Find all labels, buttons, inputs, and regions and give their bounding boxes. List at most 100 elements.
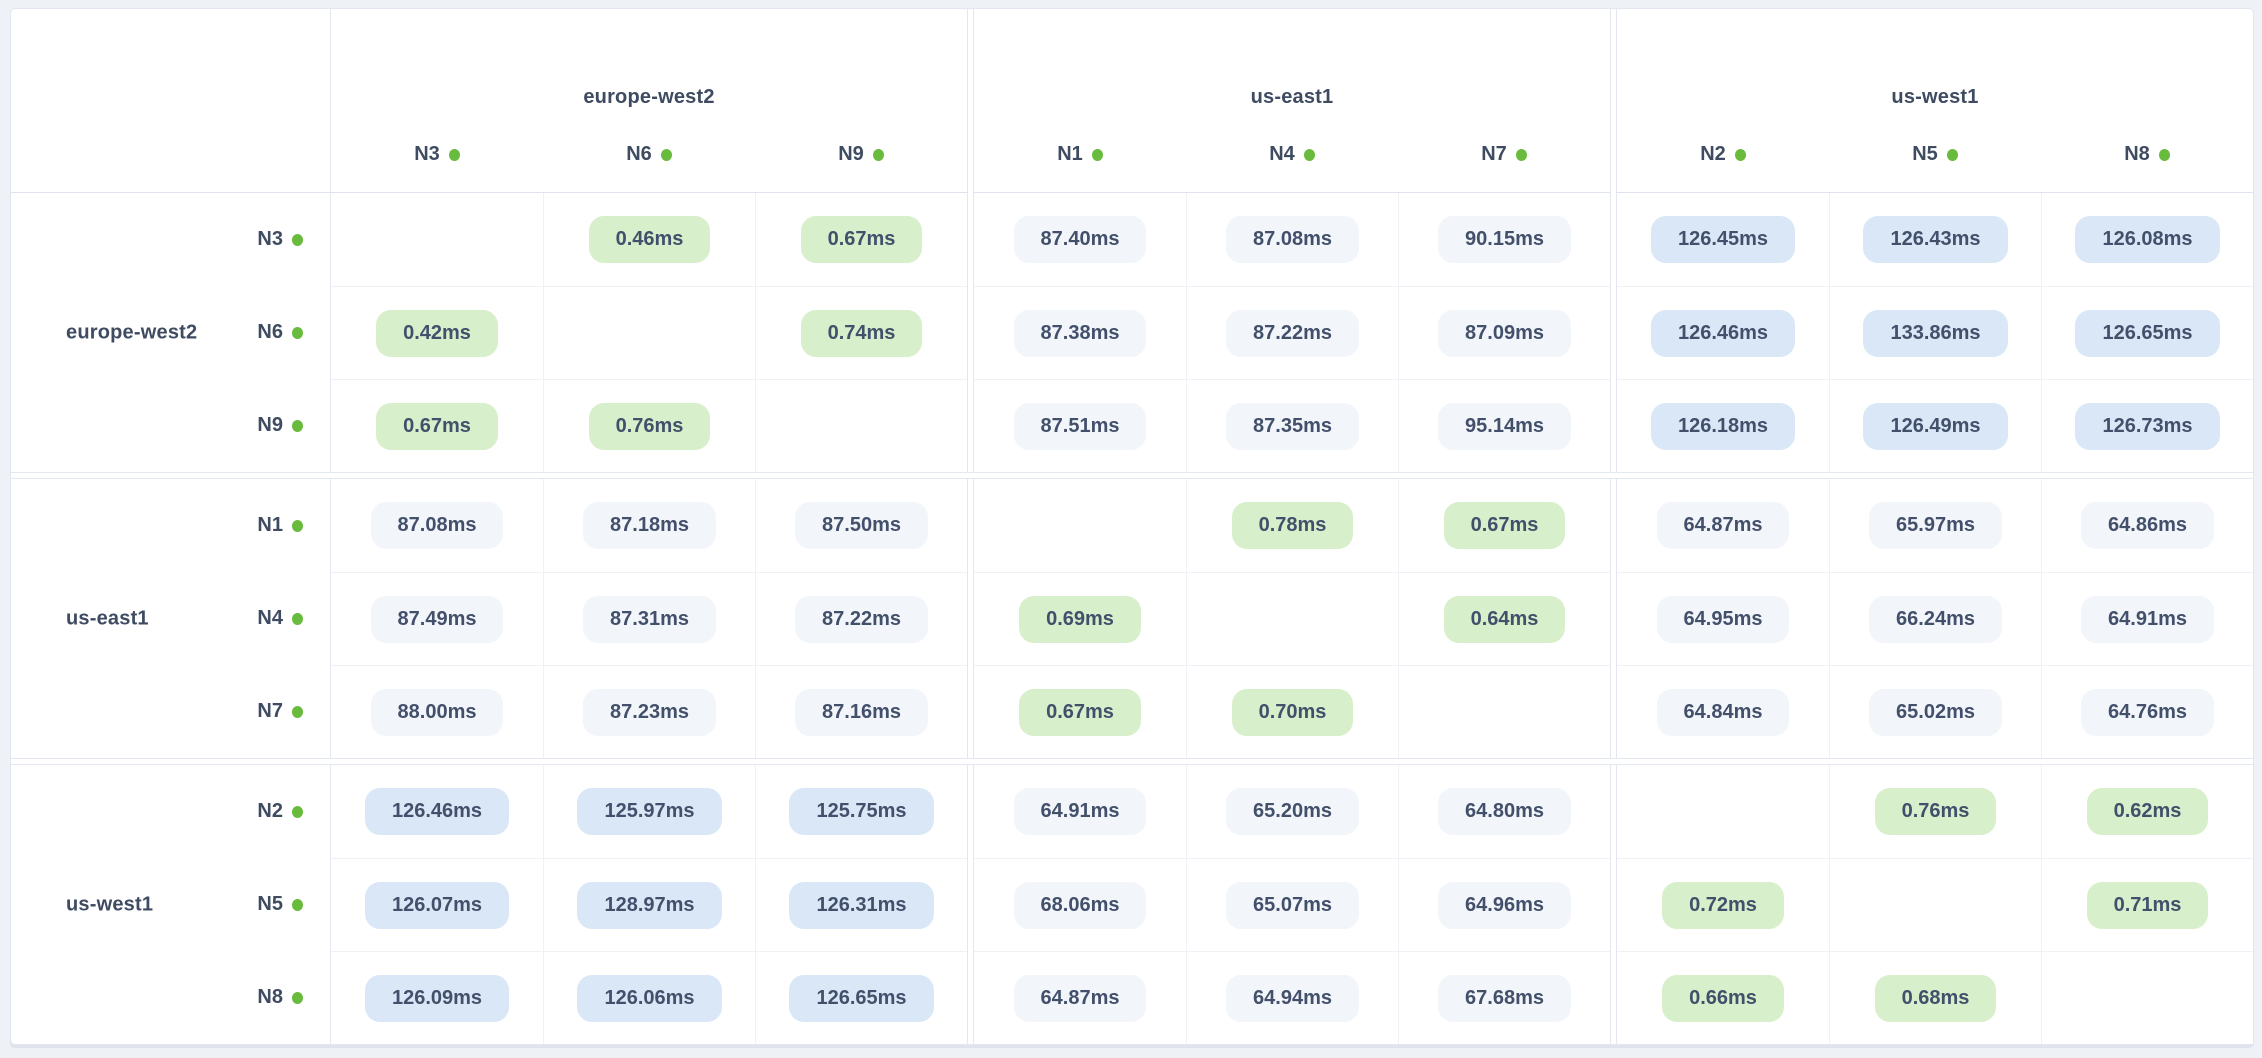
latency-pill: 0.42ms [376,309,498,357]
row-node-label: N3 [257,228,283,250]
latency-cell: 128.97ms [543,858,755,951]
row-node-header: N2 [11,765,330,858]
row-node-label: N5 [257,893,283,915]
row-node-header: N8 [11,951,330,1044]
latency-pill: 126.65ms [2075,309,2220,357]
column-node-headers: N2 N5 N8 [1617,143,2253,166]
row-region-name: us-west1 [66,893,154,915]
latency-pill: 0.78ms [1231,502,1354,549]
latency-cell: 87.51ms [974,379,1186,472]
column-node-header: N2 [1617,143,1829,166]
latency-pill: 87.22ms [1226,309,1359,357]
latency-cell: 87.08ms [331,479,543,572]
latency-pill: 87.08ms [370,502,504,549]
latency-cell: 0.72ms [1617,858,1829,951]
latency-pill: 65.20ms [1226,788,1359,835]
latency-cell: 0.62ms [2041,765,2253,858]
latency-pill: 64.86ms [2081,502,2214,549]
latency-cell: 126.31ms [755,858,967,951]
latency-cell: 87.31ms [543,572,755,665]
latency-cell: 126.07ms [331,858,543,951]
latency-pill: 64.87ms [1013,974,1147,1022]
latency-cell: 64.91ms [2041,572,2253,665]
row-node-label: N6 [257,321,283,343]
latency-pill: 126.46ms [1650,309,1796,357]
latency-cell: 0.67ms [331,379,543,472]
column-node-headers: N1 N4 N7 [974,143,1610,166]
latency-pill: 88.00ms [370,688,504,736]
column-node-label: N2 [1700,143,1726,165]
column-node-header: N1 [974,143,1186,166]
latency-cell: 126.09ms [331,951,543,1044]
column-group-title: us-east1 [1250,86,1334,108]
latency-cell: 64.95ms [1617,572,1829,665]
latency-pill: 126.49ms [1863,402,2008,450]
latency-cell: 87.35ms [1186,379,1398,472]
latency-cell: 64.94ms [1186,951,1398,1044]
latency-cell: 87.18ms [543,479,755,572]
latency-pill: 87.38ms [1013,309,1147,357]
row-group-separator [11,758,2253,765]
latency-pill: 64.91ms [2081,595,2214,643]
empty-diagonal-cell [1829,858,2041,951]
node-status-dot-icon [1515,148,1527,161]
latency-cell: 87.50ms [755,479,967,572]
latency-pill: 133.86ms [1863,309,2008,357]
latency-cell: 0.46ms [543,193,755,286]
latency-cell: 126.18ms [1617,379,1829,472]
latency-pill: 68.06ms [1013,881,1147,929]
row-node-header: N4 [11,572,330,665]
latency-cell: 65.02ms [1829,665,2041,758]
node-status-dot-icon [448,148,460,161]
latency-cell: 64.87ms [974,951,1186,1044]
node-status-dot-icon [292,898,303,911]
empty-diagonal-cell [331,193,543,286]
latency-cell: 126.08ms [2041,193,2253,286]
node-status-dot-icon [660,148,672,161]
column-group-header: us-west1 N2 N5 N8 [1617,9,2253,193]
latency-pill: 0.76ms [1874,788,1997,835]
latency-cell: 64.96ms [1398,858,1610,951]
node-status-dot-icon [292,705,303,718]
row-node-header: N9 [11,379,330,472]
latency-cell: 0.76ms [543,379,755,472]
latency-cell: 64.86ms [2041,479,2253,572]
latency-pill: 64.80ms [1438,788,1571,835]
column-group-separator [967,9,974,1044]
latency-cell: 0.76ms [1829,765,2041,858]
latency-cell: 64.87ms [1617,479,1829,572]
empty-diagonal-cell [1186,572,1398,665]
latency-pill: 87.50ms [795,502,928,549]
empty-diagonal-cell [755,379,967,472]
latency-matrix: europe-west2 N3 N6 N9 us-east1 N1 N4 N7 us-west1… [10,8,2254,1045]
latency-pill: 126.06ms [577,974,722,1022]
latency-pill: 65.97ms [1869,502,2002,549]
node-status-dot-icon [1091,148,1103,161]
row-node-label: N2 [257,800,283,822]
latency-cell: 126.49ms [1829,379,2041,472]
latency-cell: 65.97ms [1829,479,2041,572]
latency-pill: 87.49ms [370,595,504,643]
column-node-header: N4 [1186,143,1398,166]
matrix-corner-cell [11,9,331,193]
latency-cell: 0.68ms [1829,951,2041,1044]
node-status-dot-icon [292,326,303,339]
latency-pill: 0.71ms [2086,881,2209,929]
latency-cell: 87.16ms [755,665,967,758]
column-group-header: europe-west2 N3 N6 N9 [331,9,967,193]
latency-cell: 90.15ms [1398,193,1610,286]
column-group-separator [1610,9,1617,1044]
latency-cell: 0.42ms [331,286,543,379]
row-region-name: europe-west2 [66,321,198,343]
latency-pill: 64.76ms [2081,688,2214,736]
latency-cell: 0.64ms [1398,572,1610,665]
latency-cell: 126.65ms [755,951,967,1044]
row-node-header: N7 [11,665,330,758]
latency-pill: 128.97ms [577,881,722,929]
empty-diagonal-cell [2041,951,2253,1044]
column-node-label: N6 [626,143,652,165]
latency-cell: 126.46ms [1617,286,1829,379]
column-node-label: N8 [2124,143,2150,165]
node-status-dot-icon [1734,148,1746,161]
latency-pill: 126.09ms [364,974,510,1022]
